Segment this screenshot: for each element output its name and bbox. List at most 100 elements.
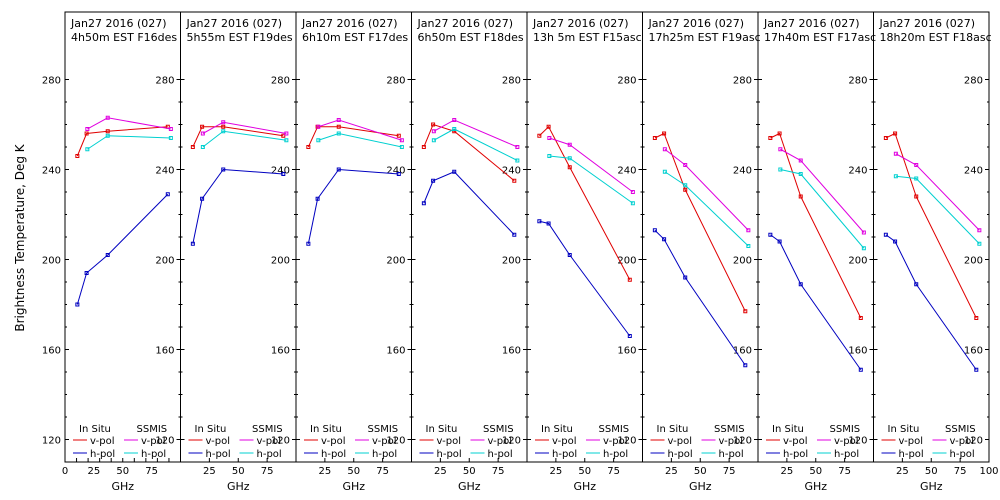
insitu-vpol-point <box>652 136 657 140</box>
legend-ssmis-header: SSMIS <box>830 424 861 435</box>
ssmis-vpol-point <box>746 228 751 233</box>
ssmis-vpol-point <box>547 136 552 140</box>
insitu-hpol-point <box>798 282 803 287</box>
insitu-hpol-line <box>654 229 746 366</box>
y-tick-label-right: 120 <box>848 436 867 447</box>
insitu-vpol-line <box>76 126 168 157</box>
y-tick-label-right: 160 <box>848 346 867 357</box>
ssmis-hpol-line <box>895 175 980 245</box>
insitu-vpol-point <box>567 165 572 170</box>
ssmis-vpol-point <box>861 230 866 235</box>
legend-insitu-header: In Situ <box>772 424 804 435</box>
ssmis-vpol-point <box>914 163 919 167</box>
insitu-hpol-point <box>431 178 436 183</box>
legend-ssmis-hpol-label: h-pol <box>257 449 282 460</box>
x-tick-label: 50 <box>463 466 476 477</box>
ssmis-hpol-point <box>662 169 667 174</box>
legend-ssmis-vpol-label: v-pol <box>950 436 975 447</box>
ssmis-hpol-line <box>202 130 287 148</box>
ssmis-hpol-line <box>664 171 749 247</box>
insitu-hpol-point <box>396 172 401 176</box>
ssmis-hpol-point <box>431 138 436 143</box>
insitu-hpol-point <box>883 232 888 237</box>
y-tick-label-right: 120 <box>502 436 521 447</box>
ssmis-vpol-line <box>549 137 634 193</box>
ssmis-vpol-point <box>683 163 688 167</box>
panel-2: Jan27 2016 (027)5h55m EST F19des 120 160 20… <box>180 12 296 493</box>
insitu-hpol-line <box>423 171 515 236</box>
legend-ssmis-hpol-label: h-pol <box>719 449 744 460</box>
panel-title-time: 17h25m EST F19asc <box>649 31 761 44</box>
x-tick-label: 75 <box>376 466 389 477</box>
insitu-vpol-point <box>396 133 401 138</box>
panel-title-date: Jan27 2016 (027) <box>186 17 283 30</box>
y-tick-label-right: 200 <box>733 256 752 267</box>
legend-insitu-vpol-label: v-pol <box>783 436 808 447</box>
y-tick-label-right: 200 <box>155 256 174 267</box>
panel-title-time: 18h20m EST F18asc <box>880 31 992 44</box>
insitu-vpol-point <box>743 309 748 314</box>
ssmis-hpol-point <box>547 154 552 158</box>
x-tick-label: 75 <box>145 466 158 477</box>
legend-ssmis-hpol-label: h-pol <box>141 449 166 460</box>
insitu-vpol-point <box>84 131 89 136</box>
ssmis-hpol-point <box>399 145 404 149</box>
y-tick-label-right: 120 <box>155 436 174 447</box>
panel-6: Jan27 2016 (027)17h25m EST F19asc 120 160 2… <box>642 12 761 493</box>
panel-title-date: Jan27 2016 (027) <box>763 17 860 30</box>
insitu-hpol-point <box>546 221 551 226</box>
insitu-vpol-point <box>421 145 426 149</box>
x-tick-label: 25 <box>550 466 563 477</box>
insitu-vpol-point <box>627 277 632 282</box>
legend-ssmis-header: SSMIS <box>483 424 514 435</box>
insitu-hpol-line <box>192 168 284 244</box>
insitu-vpol-point <box>883 136 888 140</box>
ssmis-vpol-point <box>105 115 110 120</box>
insitu-hpol-point <box>777 239 782 244</box>
insitu-vpol-line <box>770 132 862 319</box>
panel-title-date: Jan27 2016 (027) <box>532 17 629 30</box>
ssmis-vpol-point <box>85 127 90 131</box>
legend-ssmis-header: SSMIS <box>714 424 745 435</box>
ssmis-hpol-line <box>433 128 518 161</box>
legend-ssmis-vpol-label: v-pol <box>141 436 166 447</box>
ssmis-hpol-point <box>630 201 635 206</box>
ssmis-vpol-point <box>221 120 226 125</box>
ssmis-hpol-point <box>567 156 572 161</box>
y-tick-label-right: 160 <box>155 346 174 357</box>
ssmis-hpol-point <box>85 147 90 152</box>
legend-insitu-hpol-label: h-pol <box>90 449 115 460</box>
insitu-vpol-point <box>281 133 286 138</box>
x-axis-label: GHz <box>458 480 481 493</box>
insitu-vpol-point <box>683 187 688 192</box>
legend-insitu-vpol-label: v-pol <box>552 436 577 447</box>
legend-ssmis-vpol-label: v-pol <box>488 436 513 447</box>
panel-title-time: 4h50m EST F16des <box>71 31 177 44</box>
ssmis-hpol-point <box>798 172 803 176</box>
legend-insitu-hpol-label: h-pol <box>552 449 577 460</box>
panel-5: Jan27 2016 (027)13h 5m EST F15asc 120 160 2… <box>526 12 643 493</box>
y-tick-label-right: 240 <box>271 166 290 177</box>
y-tick-label-right: 280 <box>848 76 867 87</box>
y-tick-label-left: 240 <box>42 166 61 177</box>
legend-insitu-vpol-label: v-pol <box>321 436 346 447</box>
insitu-hpol-point <box>567 253 572 257</box>
y-tick-label-right: 240 <box>155 166 174 177</box>
y-tick-label-right: 160 <box>733 346 752 357</box>
x-tick-label: 50 <box>232 466 245 477</box>
x-tick-label: 0 <box>62 466 68 477</box>
y-tick-label-right: 280 <box>386 76 405 87</box>
y-tick-label-right: 280 <box>964 76 983 87</box>
legend-ssmis-vpol-label: v-pol <box>603 436 628 447</box>
insitu-vpol-point <box>75 154 80 158</box>
x-axis-label: GHz <box>573 480 596 493</box>
insitu-hpol-point <box>683 275 688 280</box>
legend-insitu-hpol-label: h-pol <box>783 449 808 460</box>
insitu-vpol-point <box>893 131 898 136</box>
y-tick-label-left: 200 <box>42 256 61 267</box>
ssmis-vpol-line <box>433 119 518 148</box>
ssmis-hpol-point <box>977 241 982 246</box>
ssmis-hpol-point <box>200 145 205 149</box>
